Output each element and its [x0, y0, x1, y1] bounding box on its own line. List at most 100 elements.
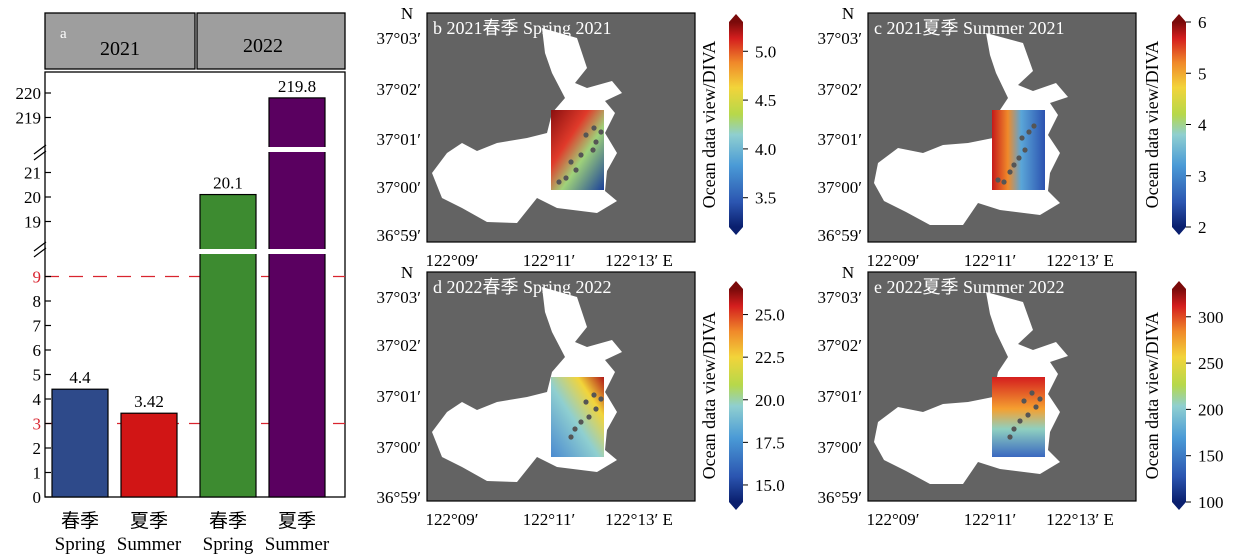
- colorbar-axis-label: Ocean data view/DIVA: [1142, 41, 1162, 209]
- colorbar-tick-label: 2: [1198, 218, 1207, 237]
- sample-station-dot: [563, 175, 569, 181]
- colorbar-tick-label: 100: [1198, 493, 1224, 512]
- sample-station-dot: [583, 399, 589, 405]
- heat-field: [992, 377, 1045, 457]
- colorbar-tick-label: 6: [1198, 13, 1207, 32]
- colorbar-top-cap: [1172, 281, 1186, 289]
- lat-tick-label: 37°03′: [376, 29, 421, 48]
- heat-field: [551, 377, 604, 457]
- y-tick-label-4: 4: [33, 390, 42, 409]
- y-tick-label-220: 220: [16, 84, 42, 103]
- y-tick-label-0: 0: [33, 488, 42, 507]
- sample-station-dot: [995, 177, 1001, 183]
- lat-tick-label: 37°00′: [817, 438, 862, 457]
- lat-tick-label: 37°02′: [817, 80, 862, 99]
- panel-label-a: a: [60, 26, 67, 42]
- bar-break-gap: [268, 249, 326, 254]
- map-title-b: b 2021春季 Spring 2021: [433, 18, 612, 38]
- lat-tick-label: 37°00′: [376, 178, 421, 197]
- category-label-cn-1: 夏季: [130, 510, 168, 532]
- heat-overlay: [551, 110, 604, 190]
- lon-tick-label: 122°09′: [425, 251, 478, 270]
- sample-station-dot: [1021, 398, 1027, 404]
- category-label-en-1: Summer: [117, 534, 182, 554]
- lat-tick-label: 37°03′: [817, 288, 862, 307]
- lon-tick-label: 122°13′ E: [605, 251, 673, 270]
- heat-overlay: [551, 377, 604, 457]
- bar-2: [199, 193, 257, 498]
- sample-station-dot: [598, 129, 604, 135]
- lat-tick-label: 37°03′: [817, 29, 862, 48]
- lon-tick-label: 122°11′: [964, 251, 1016, 270]
- lat-tick-label: 37°00′: [376, 438, 421, 457]
- sample-station-dot: [583, 132, 589, 138]
- colorbar-tick-label: 250: [1198, 354, 1224, 373]
- sample-station-dot: [578, 419, 584, 425]
- sample-station-dot: [1026, 129, 1032, 135]
- map-frame: [867, 12, 1137, 243]
- category-label-en-2: Spring: [203, 534, 254, 554]
- north-label: N: [401, 4, 413, 23]
- colorbar-tick-label: 17.5: [755, 433, 785, 452]
- colorbar-tick-label: 150: [1198, 447, 1224, 466]
- y-tick-label-2: 2: [33, 439, 42, 458]
- sample-station-dot: [573, 167, 579, 173]
- colorbar-axis-label: Ocean data view/DIVA: [699, 41, 719, 209]
- bar-value-label-1: 3.42: [134, 392, 164, 411]
- lat-tick-label: 37°01′: [376, 130, 421, 149]
- colorbar-top-cap: [1172, 14, 1186, 22]
- colorbar-bottom-cap: [1172, 502, 1186, 510]
- y-tick-label-9: 9: [33, 268, 42, 287]
- lat-tick-label: 36°59′: [376, 226, 421, 245]
- lon-tick-label: 122°09′: [425, 510, 478, 529]
- bar-3: [268, 97, 326, 498]
- sample-station-dot: [1037, 396, 1043, 402]
- heat-field: [551, 110, 604, 190]
- north-label: N: [842, 263, 854, 282]
- lat-tick-label: 36°59′: [817, 226, 862, 245]
- heat-overlay: [992, 377, 1045, 457]
- sample-station-dot: [1007, 169, 1013, 175]
- lat-tick-label: 37°02′: [376, 336, 421, 355]
- lon-tick-label: 122°09′: [866, 251, 919, 270]
- axis-break-mark: [33, 247, 47, 258]
- colorbar-gradient: [729, 289, 743, 502]
- sample-station-dot: [1025, 412, 1031, 418]
- colorbar-bottom-cap: [1172, 227, 1186, 235]
- map-frame: [426, 12, 696, 243]
- bar-break-gap: [199, 249, 257, 254]
- lon-tick-label: 122°11′: [523, 251, 575, 270]
- category-label-en-3: Summer: [265, 534, 330, 554]
- bar-value-label-3: 219.8: [278, 77, 316, 96]
- map-title-c: c 2021夏季 Summer 2021: [874, 18, 1065, 38]
- sample-station-dot: [1033, 404, 1039, 410]
- category-label-cn-0: 春季: [61, 510, 99, 532]
- sample-station-dot: [1017, 418, 1023, 424]
- sample-station-dot: [1011, 162, 1017, 168]
- category-label-en-0: Spring: [55, 534, 106, 554]
- year-label-2021: 2021: [100, 38, 140, 60]
- colorbar-tick-label: 5: [1198, 64, 1207, 83]
- colorbar-top-cap: [729, 281, 743, 289]
- lat-tick-label: 37°01′: [817, 387, 862, 406]
- axis-break-mark: [33, 241, 47, 252]
- y-tick-label-6: 6: [33, 341, 42, 360]
- year-header-2021: [44, 12, 196, 70]
- sample-station-dot: [578, 152, 584, 158]
- bar-break-gap: [268, 147, 326, 152]
- lon-tick-label: 122°11′: [964, 510, 1016, 529]
- sample-station-dot: [1022, 147, 1028, 153]
- bar-value-label-2: 20.1: [213, 174, 243, 193]
- map-panel-d: d 2022春季 Spring 2022 37°03′ 37°02′ 37°01′ 37…: [376, 263, 696, 529]
- lat-tick-label: 37°02′: [817, 336, 862, 355]
- lat-tick-label: 36°59′: [817, 488, 862, 507]
- map-frame: [867, 271, 1137, 502]
- sample-station-dot: [590, 147, 596, 153]
- heat-field: [992, 110, 1045, 190]
- y-tick-label-3: 3: [33, 415, 42, 434]
- sample-station-dot: [591, 125, 597, 131]
- colorbar-gradient: [1172, 289, 1186, 502]
- y-tick-label-21: 21: [24, 164, 41, 183]
- lat-tick-label: 37°02′: [376, 80, 421, 99]
- colorbar-tick-label: 22.5: [755, 348, 785, 367]
